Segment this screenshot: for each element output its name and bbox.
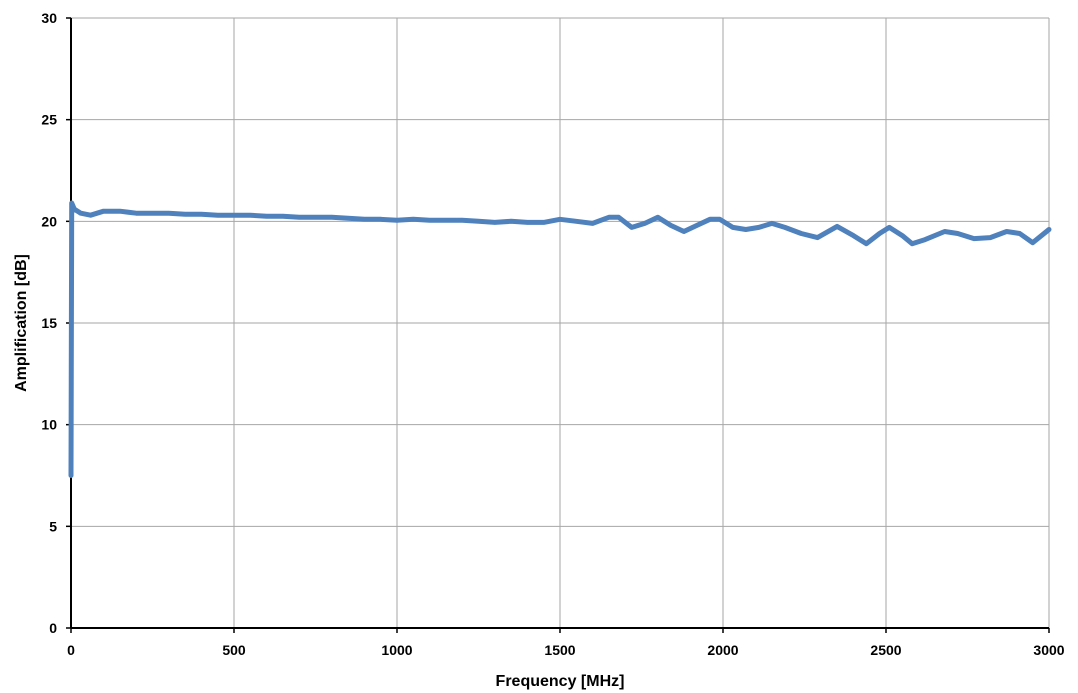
x-tick-label: 2000 [707,642,738,658]
series-line-0 [68,200,1052,478]
x-tick-label: 1000 [381,642,412,658]
y-tick-label: 5 [49,518,57,534]
y-tick-label: 0 [49,620,57,636]
grid [71,17,1050,628]
series-layer [68,200,1052,478]
y-tick-label: 25 [41,112,57,128]
x-tick-label: 2500 [870,642,901,658]
y-axis-title: Amplification [dB] [13,254,30,392]
y-tick-label: 20 [41,213,57,229]
y-tick-label: 10 [41,417,57,433]
x-axis-title: Frequency [MHz] [496,673,625,690]
x-tick-label: 3000 [1033,642,1064,658]
tick-labels: 0 5 10 15 20 25 30 0 500 1000 1500 2000 2500 3000 [41,10,1064,658]
y-tick-label: 30 [41,10,57,26]
x-tick-label: 1500 [544,642,575,658]
x-tick-label: 0 [67,642,75,658]
y-tick-label: 15 [41,315,57,331]
x-tick-label: 500 [222,642,246,658]
